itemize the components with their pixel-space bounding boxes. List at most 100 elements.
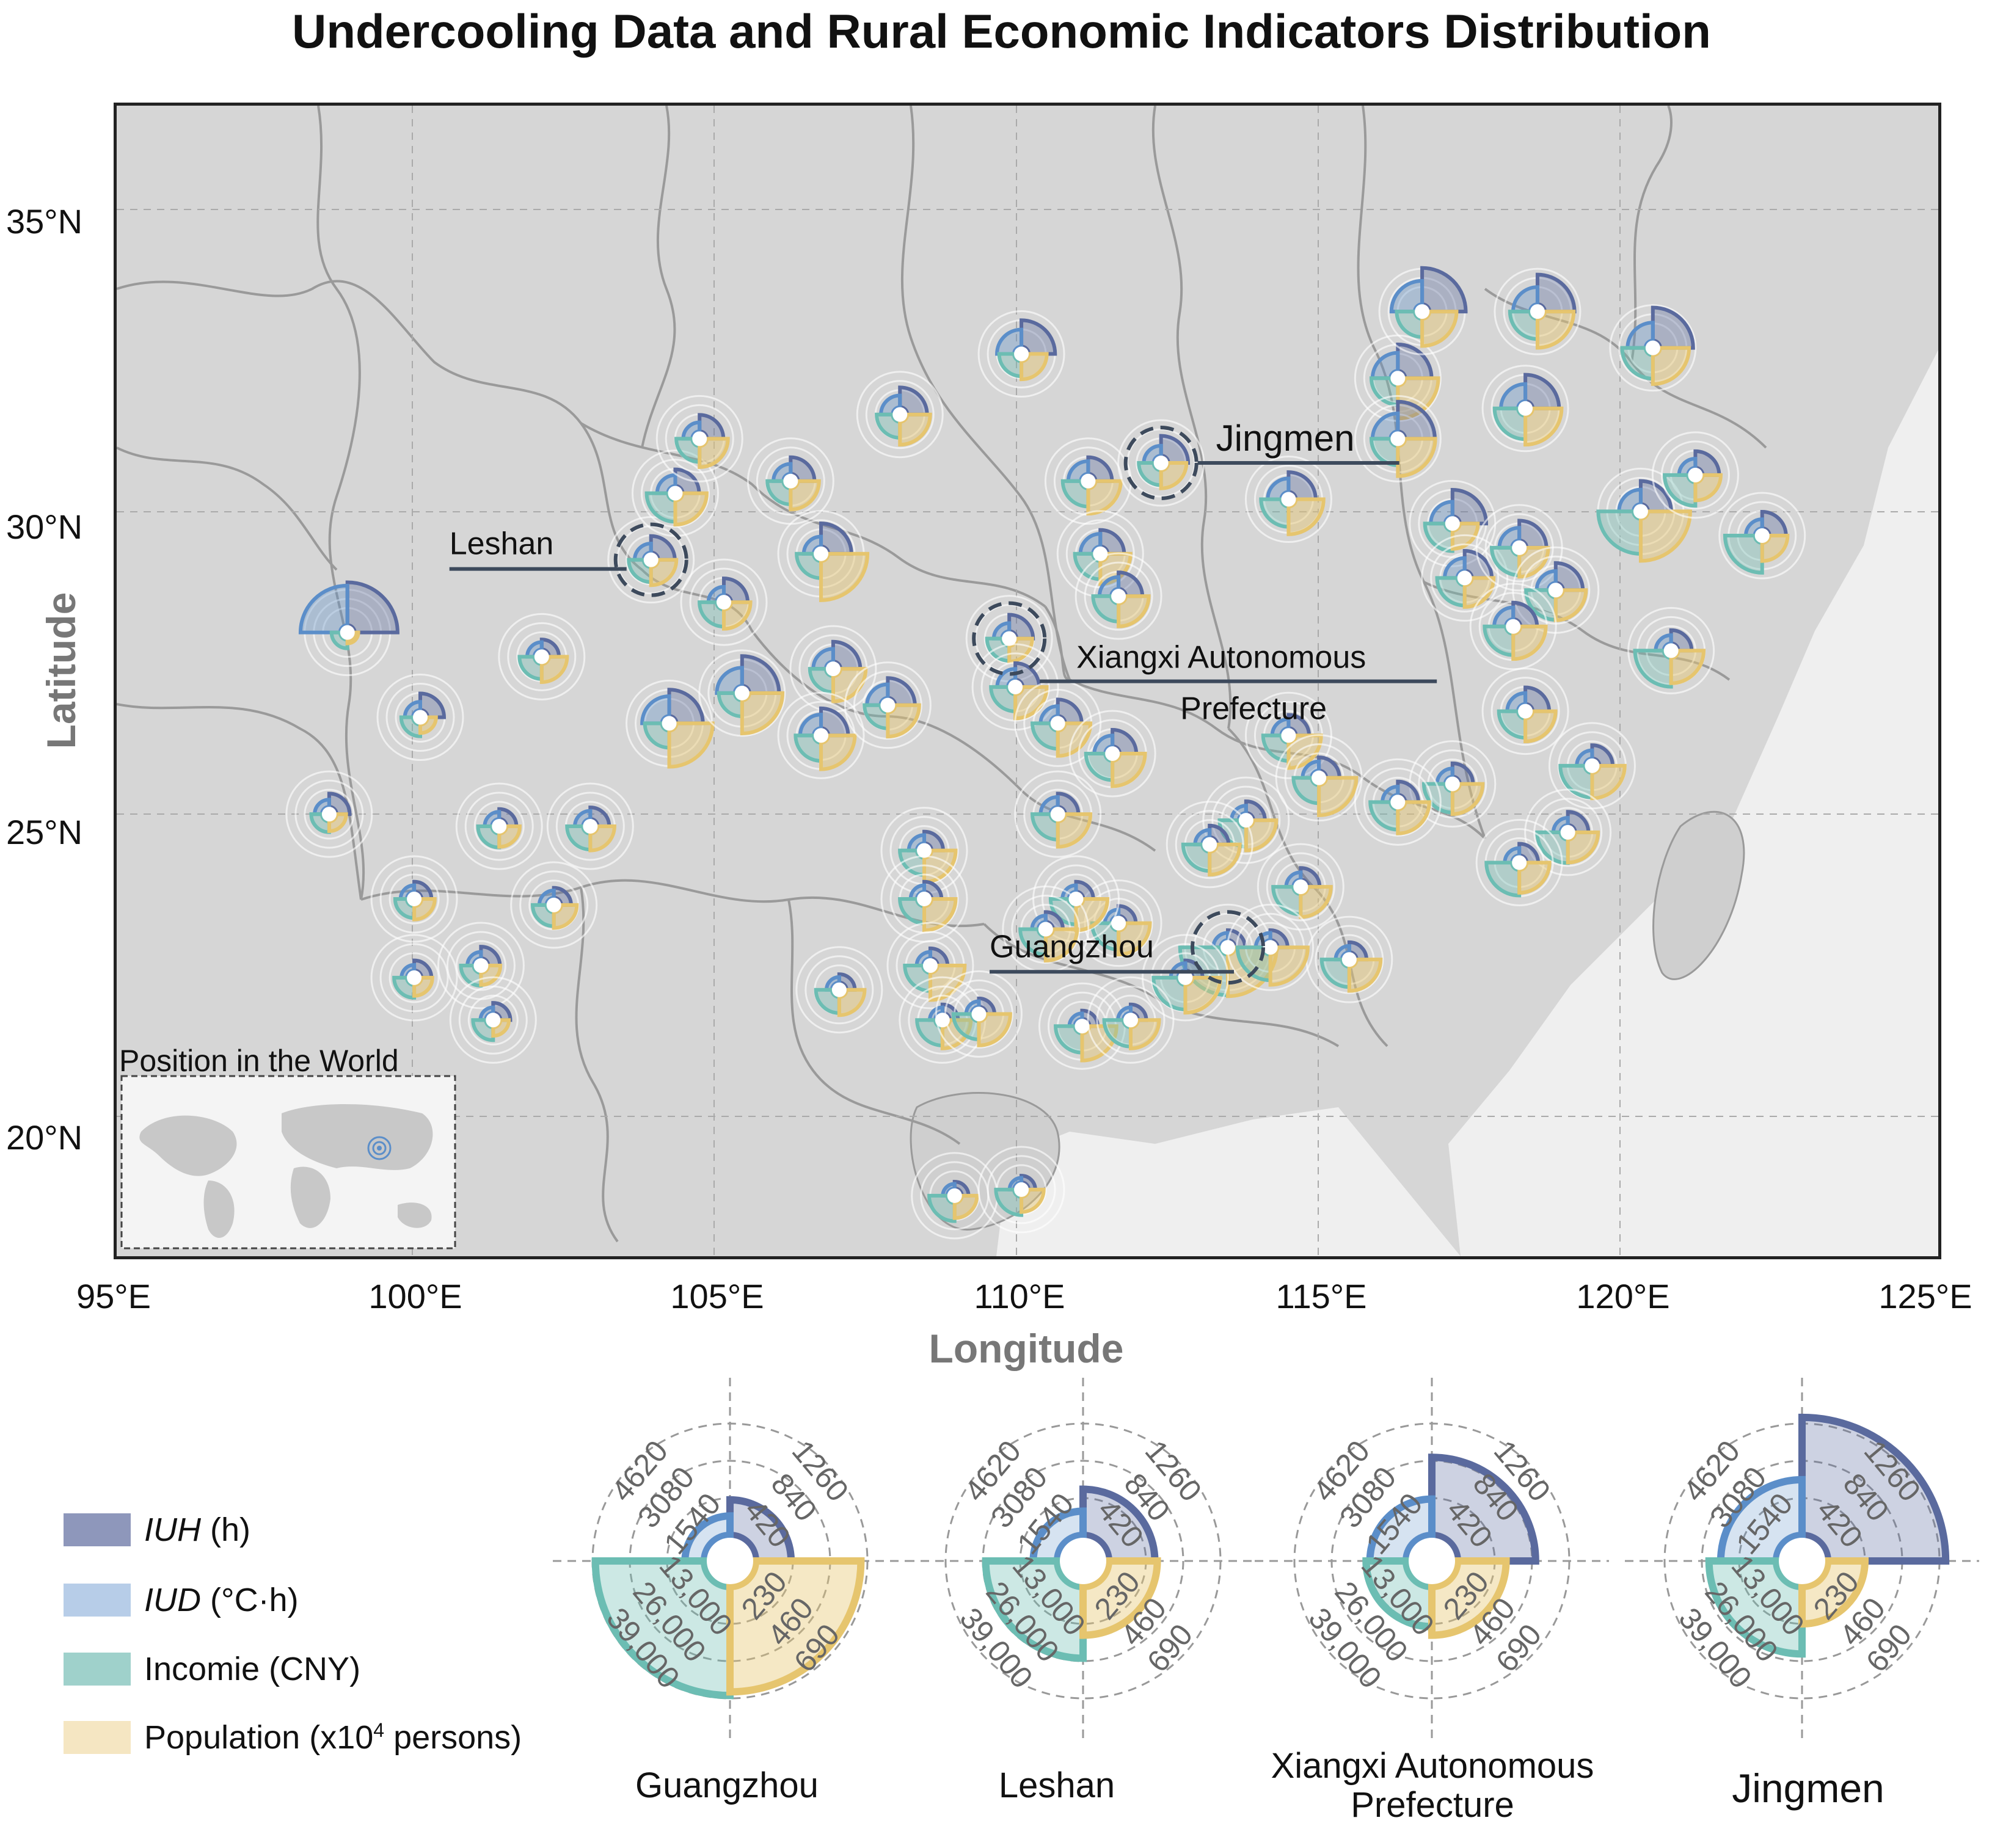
site-center bbox=[917, 843, 932, 858]
legend-swatch-income bbox=[64, 1653, 131, 1686]
site-glyph bbox=[1409, 740, 1497, 828]
site-center bbox=[692, 431, 707, 446]
site-glyph bbox=[1354, 334, 1442, 422]
polar-population-wedge bbox=[1798, 1557, 1869, 1628]
world-inset bbox=[120, 1075, 456, 1250]
site-center bbox=[1457, 570, 1472, 586]
site-halo bbox=[1354, 758, 1442, 846]
polar-center bbox=[1060, 1538, 1106, 1584]
city-highlight-ring bbox=[972, 601, 1047, 676]
site-center bbox=[1585, 758, 1600, 773]
site-center bbox=[1153, 456, 1169, 471]
site-glyph bbox=[911, 1152, 999, 1240]
site-glyph bbox=[1074, 552, 1162, 640]
site-halo bbox=[449, 976, 537, 1064]
site-glyph bbox=[1481, 365, 1569, 453]
site-halo bbox=[1494, 267, 1582, 355]
site-glyph bbox=[1087, 976, 1175, 1064]
site-glyph bbox=[746, 437, 834, 525]
site-center bbox=[662, 716, 677, 731]
site-center bbox=[1415, 304, 1430, 319]
inset-title: Position in the World bbox=[119, 1044, 399, 1078]
site-halo bbox=[1166, 801, 1253, 889]
site-halo bbox=[1227, 903, 1315, 991]
polar-income-wedge bbox=[1362, 1557, 1436, 1631]
site-halo bbox=[473, 801, 525, 852]
site-center bbox=[1014, 346, 1029, 362]
site-halo bbox=[389, 952, 440, 1003]
site-glyph bbox=[510, 861, 598, 949]
site-halo bbox=[865, 380, 935, 449]
polar-title-leshan: Leshan bbox=[998, 1766, 1115, 1805]
site-population-wedge bbox=[1638, 509, 1692, 563]
site-glyph bbox=[631, 449, 719, 537]
site-halo bbox=[510, 861, 598, 949]
site-glyph bbox=[1596, 467, 1692, 563]
polar-population-wedge bbox=[1079, 1557, 1161, 1639]
site-halo bbox=[795, 946, 883, 1034]
site-halo bbox=[1363, 767, 1432, 837]
site-glyph bbox=[1354, 758, 1442, 846]
city-callout: Jingmen bbox=[1123, 418, 1399, 501]
callout-label: Guangzhou bbox=[990, 929, 1154, 964]
polar-iuh-wedge bbox=[726, 1496, 795, 1565]
site-halo bbox=[698, 649, 786, 737]
site-center bbox=[1390, 795, 1406, 810]
site-glyph bbox=[370, 855, 458, 943]
site-halo bbox=[1481, 668, 1569, 755]
site-center bbox=[880, 697, 896, 713]
site-center bbox=[1002, 631, 1017, 646]
site-iuh-wedge bbox=[1317, 755, 1341, 780]
continent-australia bbox=[398, 1202, 432, 1228]
site-halo bbox=[1490, 677, 1560, 746]
site-glyph bbox=[777, 510, 870, 602]
site-center bbox=[473, 958, 489, 973]
site-center bbox=[1105, 746, 1120, 761]
site-center bbox=[1008, 679, 1023, 694]
site-halo bbox=[1660, 440, 1730, 510]
site-center bbox=[1263, 940, 1278, 955]
inset-location-marker-inner bbox=[372, 1141, 387, 1155]
site-glyph bbox=[298, 580, 400, 677]
site-glyph bbox=[1524, 788, 1612, 876]
site-center bbox=[407, 970, 422, 985]
site-center bbox=[1633, 504, 1648, 519]
site-glyph bbox=[285, 770, 373, 858]
polar-center bbox=[1779, 1538, 1825, 1584]
site-halo bbox=[1469, 583, 1557, 671]
site-population-wedge bbox=[412, 897, 437, 922]
site-halo bbox=[655, 395, 743, 482]
site-center bbox=[1093, 546, 1108, 561]
site-halo bbox=[853, 671, 922, 740]
site-halo bbox=[1524, 788, 1612, 876]
site-center bbox=[717, 595, 731, 610]
site-halo bbox=[389, 873, 440, 925]
site-iuh-wedge bbox=[1268, 928, 1290, 950]
site-glyph bbox=[1014, 770, 1102, 858]
site-halo bbox=[458, 985, 528, 1055]
legend-item-income: Incomie (CNY) bbox=[64, 1648, 360, 1690]
site-glyph bbox=[1609, 304, 1697, 392]
site-halo bbox=[467, 994, 519, 1046]
continent-eurasia bbox=[282, 1104, 433, 1170]
site-center bbox=[1050, 716, 1065, 731]
site-glyph bbox=[455, 782, 543, 870]
site-halo bbox=[519, 870, 589, 940]
site-halo bbox=[1418, 749, 1487, 819]
polar-iud-wedge bbox=[1717, 1475, 1806, 1565]
site-glyph bbox=[1718, 492, 1806, 580]
site-glyph bbox=[1244, 456, 1332, 544]
site-glyph bbox=[1244, 691, 1332, 779]
site-center bbox=[1445, 776, 1460, 791]
site-center bbox=[1281, 492, 1296, 507]
site-center bbox=[814, 546, 829, 561]
site-center bbox=[1281, 728, 1296, 743]
site-glyph bbox=[1481, 668, 1569, 755]
site-halo bbox=[1068, 710, 1156, 798]
site-halo bbox=[1627, 606, 1715, 694]
site-glyph bbox=[626, 679, 715, 769]
polar-title-jingmen: Jingmen bbox=[1732, 1766, 1884, 1811]
site-glyph bbox=[1627, 606, 1715, 694]
polar-chart: 420840126015403080462013,00026,00039,000… bbox=[1255, 1378, 1609, 1744]
polar-income-wedge bbox=[1705, 1557, 1806, 1658]
